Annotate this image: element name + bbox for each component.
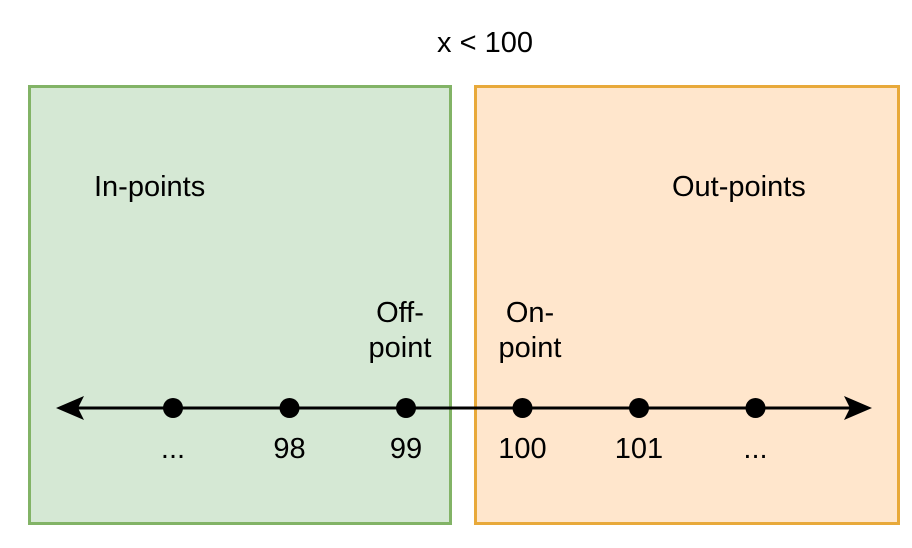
number-line-point-label: ...	[161, 433, 185, 465]
on-point-label-line2: point	[498, 332, 562, 364]
out-points-region	[474, 85, 900, 525]
number-line-point-label: 99	[390, 433, 422, 465]
diagram-title: x < 100	[437, 27, 533, 59]
off-point-label-line2: point	[368, 332, 432, 364]
number-line-point-label: ...	[743, 433, 767, 465]
on-point-label-line1: On-	[505, 297, 555, 329]
in-points-label: In-points	[94, 171, 206, 203]
number-line-point-label: 100	[498, 433, 546, 465]
on-point-label: On- point	[470, 296, 590, 366]
number-line-point	[396, 398, 416, 418]
number-line-point-label: 101	[615, 433, 663, 465]
out-points-label: Out-points	[672, 171, 806, 203]
number-line-point	[279, 398, 300, 418]
number-line-point	[512, 398, 533, 418]
right-arrow-head-icon	[844, 396, 872, 420]
off-point-label-line1: Off-	[376, 297, 424, 329]
left-arrow-head-icon	[56, 396, 84, 420]
number-line-point	[745, 398, 766, 418]
off-point-label: Off- point	[340, 296, 460, 366]
in-points-region	[28, 85, 452, 525]
number-line-point	[163, 398, 183, 418]
number-line-point	[629, 398, 649, 418]
number-line-point-label: 98	[273, 433, 305, 465]
